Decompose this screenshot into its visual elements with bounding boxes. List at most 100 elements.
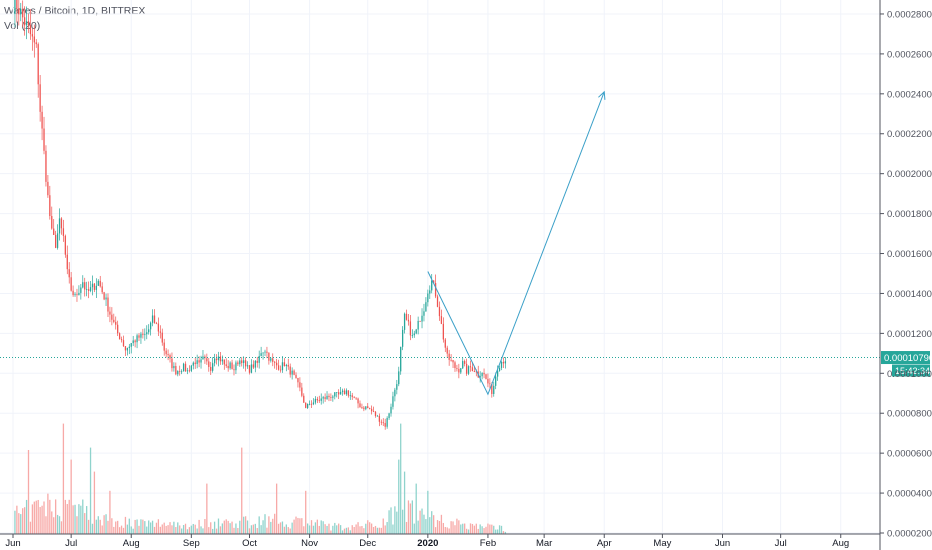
candle-body [297, 377, 299, 383]
volume-bar [204, 518, 206, 534]
candle-body [31, 34, 34, 37]
last-price-badge[interactable] [881, 351, 930, 365]
candlestick-series [14, 0, 507, 430]
volume-bar [297, 517, 299, 534]
volume-bar [285, 524, 287, 534]
volume-bar [293, 519, 295, 534]
volume-bar [305, 490, 307, 534]
candle-body [51, 215, 53, 229]
candle-body [109, 311, 111, 315]
candle-body [117, 324, 119, 334]
candle-body [460, 368, 462, 373]
volume-bar [109, 490, 111, 534]
volume-bar [464, 523, 466, 534]
candle-body [130, 343, 132, 347]
volume-bar [82, 499, 84, 534]
volume-bar [194, 524, 196, 534]
candle-body [380, 421, 382, 423]
volume-bar [97, 516, 99, 534]
volume-bar [498, 525, 501, 534]
candle-body [140, 333, 142, 338]
candle-body [353, 396, 355, 398]
volume-bars [14, 423, 507, 534]
candle-body [208, 361, 210, 367]
volume-bar [332, 525, 334, 534]
volume-bar [167, 525, 169, 534]
candle-body [328, 395, 330, 398]
volume-bar [485, 526, 487, 534]
volume-bar [206, 483, 208, 534]
volume-bar [411, 500, 413, 534]
candle-body [390, 406, 392, 414]
volume-bar [60, 521, 63, 534]
volume-bar [287, 527, 289, 534]
volume-bar [334, 522, 336, 534]
volume-bar [277, 523, 280, 534]
candle-body [433, 280, 435, 284]
volume-bar [312, 525, 315, 534]
volume-bar [345, 527, 348, 534]
volume-bar [471, 523, 474, 534]
volume-bar [413, 523, 415, 534]
volume-bar [47, 493, 49, 534]
candle-body [91, 283, 94, 288]
volume-bar [347, 527, 350, 534]
candle-body [283, 362, 286, 367]
volume-bar [130, 526, 132, 534]
volume-bar [14, 510, 16, 534]
candle-body [233, 369, 235, 371]
candle-body [363, 407, 365, 410]
candle-body [409, 321, 412, 336]
volume-bar [477, 528, 479, 534]
volume-bar [148, 520, 150, 534]
candle-body [53, 228, 55, 235]
candle-body [291, 370, 293, 375]
volume-bar [452, 521, 454, 534]
volume-bar [328, 523, 330, 534]
candle-body [378, 415, 381, 422]
candle-body [452, 360, 454, 363]
volume-bar [343, 528, 346, 534]
trend-line [427, 91, 605, 396]
candle-body [343, 390, 346, 395]
candle-body [151, 315, 154, 323]
volume-bar [382, 518, 384, 534]
volume-bar [250, 525, 253, 534]
candle-body [382, 422, 384, 424]
volume-bar [76, 516, 78, 534]
time-tick-label: Aug [832, 538, 849, 549]
volume-bar [54, 499, 57, 534]
candle-body [504, 361, 507, 364]
volume-bar [310, 520, 313, 534]
time-tick-label: Feb [480, 538, 496, 549]
volume-bar [78, 504, 80, 534]
candle-body [305, 402, 307, 408]
volume-bar [456, 518, 458, 534]
volume-bar [491, 524, 493, 534]
volume-bar [475, 523, 477, 534]
volume-bar [349, 530, 351, 534]
volume-bar [401, 509, 404, 534]
time-tick-label: Nov [301, 538, 318, 549]
volume-bar [462, 523, 464, 534]
candle-body [128, 346, 130, 348]
volume-bar [336, 525, 338, 534]
volume-bar [378, 527, 381, 534]
volume-bar [446, 527, 448, 534]
volume-bar [436, 520, 439, 534]
candle-body [120, 339, 123, 341]
candle-body [93, 283, 96, 290]
candle-body [20, 8, 22, 15]
volume-bar [359, 526, 361, 534]
candle-body [372, 411, 375, 412]
candle-body [423, 311, 425, 316]
candle-body [244, 360, 247, 367]
volume-bar [243, 516, 245, 534]
candle-body [365, 406, 367, 410]
candle-body [448, 353, 450, 360]
time-tick-label: Mar [536, 538, 552, 549]
volume-bar [438, 521, 441, 534]
time-tick-label: Oct [242, 538, 257, 549]
